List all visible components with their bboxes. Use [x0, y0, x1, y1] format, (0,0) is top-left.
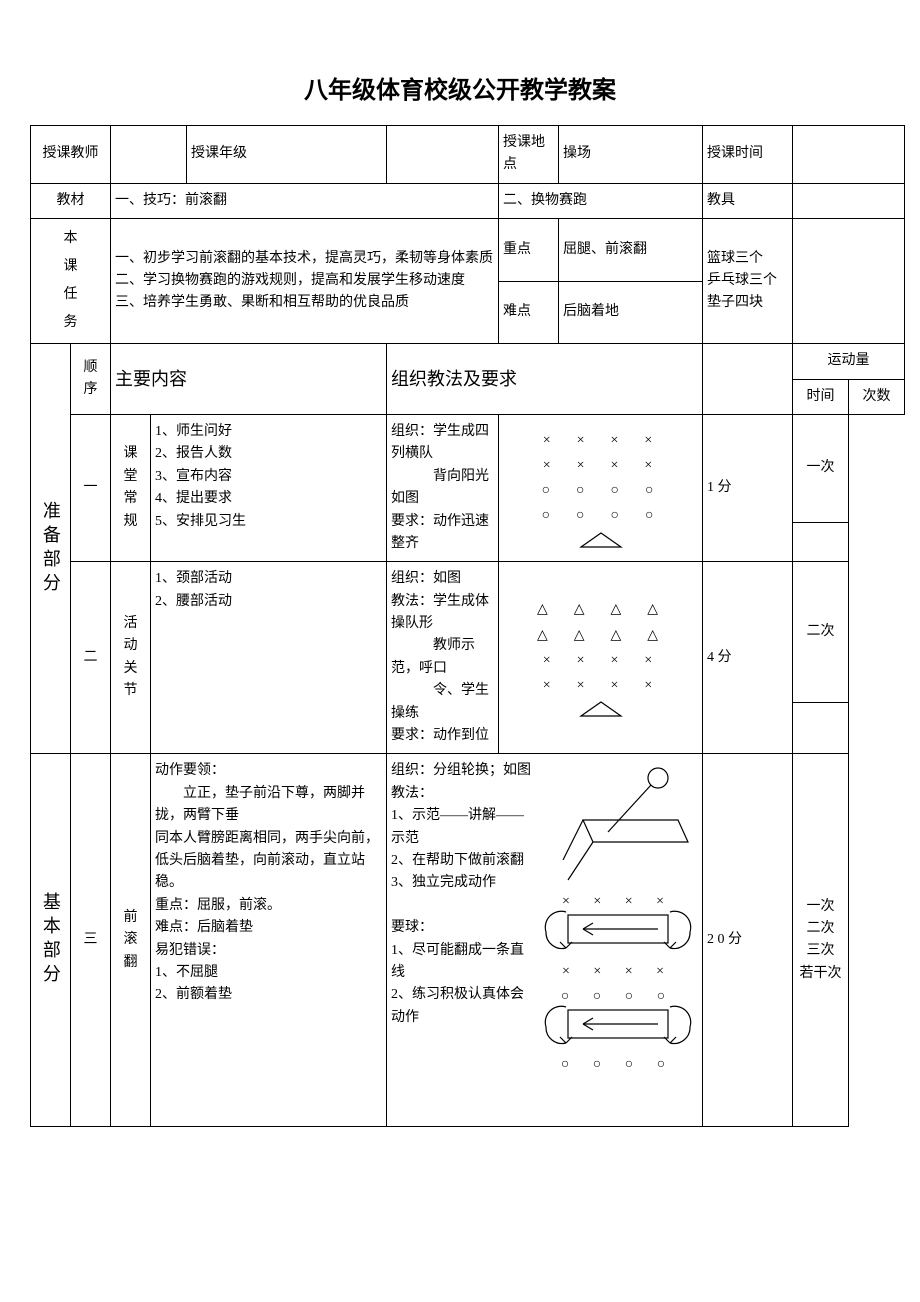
formation-text: × × × × × × × × ○ ○ ○ ○ ○ ○ ○ ○ — [542, 433, 660, 524]
basic1-diagram: × × × × × × × × ○ ○ ○ ○ — [538, 760, 698, 1098]
svg-text:○ ○ ○ ○: ○ ○ ○ ○ — [561, 989, 675, 1004]
materials-item2: 二、换物赛跑 — [499, 183, 703, 218]
prep1-count-blank — [793, 522, 849, 562]
aids-blank2 — [793, 219, 905, 344]
prep1-seq: 一 — [71, 414, 111, 561]
grade-value — [387, 126, 499, 184]
grade-label: 授课年级 — [187, 126, 387, 184]
prep1-time: 1 分 — [703, 414, 793, 561]
place-value: 操场 — [559, 126, 703, 184]
aids-text: 篮球三个 乒乓球三个 垫子四块 — [703, 219, 793, 344]
basic1-method-cell: 组织：分组轮换；如图教法： 1、示范——讲解——示范 2、在帮助下做前滚翻 3、… — [387, 754, 703, 1127]
basic1-content: 动作要领： 立正，垫子前沿下尊，两脚并拢，两臂下垂 同本人臂膀距离相同，两手尖向… — [151, 754, 387, 1127]
content-col-label: 主要内容 — [111, 344, 387, 415]
aids-label: 教具 — [703, 183, 793, 218]
triangle-icon — [571, 698, 631, 718]
prep2-formation: △ △ △ △ △ △ △ △ × × × × × × × × — [499, 562, 703, 754]
prep2-seq: 二 — [71, 562, 111, 754]
svg-text:× × × ×: × × × × — [562, 964, 674, 979]
prep1-method: 组织：学生成四列横队 背向阳光如图 要求：动作迅速整齐 — [387, 414, 499, 561]
time-col-label: 时间 — [793, 379, 849, 414]
difficulty-label: 难点 — [499, 281, 559, 344]
load-col-label: 运动量 — [793, 344, 905, 379]
prep1-count: 一次 — [793, 414, 849, 522]
svg-text:× × × ×: × × × × — [562, 894, 674, 909]
time-label: 授课时间 — [703, 126, 793, 184]
prep2-method: 组织：如图 教法：学生成体操队形 教师示范，呼口 令、学生操练 要求：动作到位 — [387, 562, 499, 754]
tasks-text: 一、初步学习前滚翻的基本技术，提高灵巧，柔韧等身体素质 二、学习换物赛跑的游戏规… — [111, 219, 499, 344]
prep1-sub: 课堂常规 — [111, 414, 151, 561]
table-row: 教材 一、技巧：前滚翻 二、换物赛跑 教具 — [31, 183, 905, 218]
basic-section-label: 基本部分 — [31, 754, 71, 1127]
table-row: 一 课堂常规 1、师生问好 2、报告人数 3、宣布内容 4、提出要求 5、安排见… — [31, 414, 905, 522]
prep2-content: 1、颈部活动 2、腰部活动 — [151, 562, 387, 754]
basic1-sub: 前滚翻 — [111, 754, 151, 1127]
table-row: 本课任务 一、初步学习前滚翻的基本技术，提高灵巧，柔韧等身体素质 二、学习换物赛… — [31, 219, 905, 282]
page-title: 八年级体育校级公开教学教案 — [30, 70, 890, 105]
materials-item1: 一、技巧：前滚翻 — [111, 183, 499, 218]
materials-label: 教材 — [31, 183, 111, 218]
prep2-sub: 活动关节 — [111, 562, 151, 754]
prep2-count: 二次 — [793, 562, 849, 703]
tasks-label: 本课任务 — [31, 219, 111, 344]
blank-col — [703, 344, 793, 415]
lesson-plan-table: 授课教师 授课年级 授课地点 操场 授课时间 教材 一、技巧：前滚翻 二、换物赛… — [30, 125, 905, 1127]
seq-col-label: 顺序 — [71, 344, 111, 415]
teacher-value — [111, 126, 187, 184]
difficulty-value: 后脑着地 — [559, 281, 703, 344]
teacher-label: 授课教师 — [31, 126, 111, 184]
time-value — [793, 126, 905, 184]
basic1-seq: 三 — [71, 754, 111, 1127]
svg-text:○ ○ ○ ○: ○ ○ ○ ○ — [561, 1057, 675, 1072]
table-row: 二 活动关节 1、颈部活动 2、腰部活动 组织：如图 教法：学生成体操队形 教师… — [31, 562, 905, 703]
focus-value: 屈腿、前滚翻 — [559, 219, 703, 282]
basic1-count: 一次 二次 三次 若干次 — [793, 754, 849, 1127]
aids-blank — [793, 183, 905, 218]
focus-label: 重点 — [499, 219, 559, 282]
table-row: 基本部分 三 前滚翻 动作要领： 立正，垫子前沿下尊，两脚并拢，两臂下垂 同本人… — [31, 754, 905, 1127]
prep2-count-blank — [793, 702, 849, 754]
place-label: 授课地点 — [499, 126, 559, 184]
prep1-content: 1、师生问好 2、报告人数 3、宣布内容 4、提出要求 5、安排见习生 — [151, 414, 387, 561]
table-row: 准备部分 顺序 主要内容 组织教法及要求 运动量 — [31, 344, 905, 379]
triangle-icon — [571, 529, 631, 549]
count-col-label: 次数 — [849, 379, 905, 414]
prep1-formation: × × × × × × × × ○ ○ ○ ○ ○ ○ ○ ○ — [499, 414, 703, 561]
formation-text: △ △ △ △ △ △ △ △ × × × × × × × × — [537, 602, 664, 693]
roll-diagram-icon: × × × × × × × × ○ ○ ○ ○ — [538, 760, 698, 1090]
basic1-time: 2 0 分 — [703, 754, 793, 1127]
table-row: 授课教师 授课年级 授课地点 操场 授课时间 — [31, 126, 905, 184]
method-col-label: 组织教法及要求 — [387, 344, 703, 415]
basic1-method-text: 组织：分组轮换；如图教法： 1、示范——讲解——示范 2、在帮助下做前滚翻 3、… — [391, 760, 532, 1098]
prep-section-label: 准备部分 — [31, 344, 71, 754]
prep2-time: 4 分 — [703, 562, 793, 754]
